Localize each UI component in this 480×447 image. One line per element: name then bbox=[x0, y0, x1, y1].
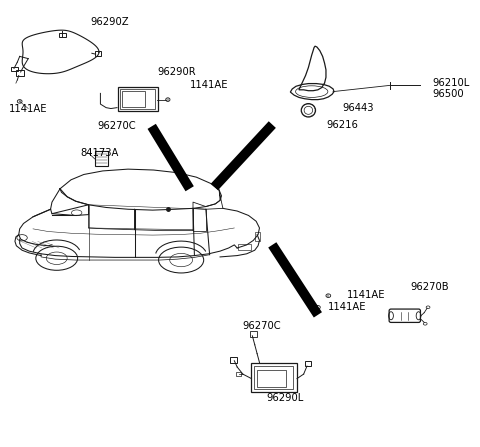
Text: 96216: 96216 bbox=[326, 120, 358, 130]
Text: 1141AE: 1141AE bbox=[9, 104, 48, 114]
Text: 84173A: 84173A bbox=[81, 148, 119, 158]
Bar bbox=[238, 244, 252, 250]
Text: 96270C: 96270C bbox=[98, 121, 136, 131]
Bar bbox=[229, 357, 237, 363]
Text: 96270B: 96270B bbox=[410, 282, 449, 292]
Text: 96500: 96500 bbox=[433, 89, 465, 99]
Bar bbox=[252, 363, 297, 392]
Bar bbox=[255, 232, 261, 241]
Text: 96290R: 96290R bbox=[157, 67, 196, 77]
Text: 1141AE: 1141AE bbox=[328, 302, 367, 312]
Bar bbox=[11, 67, 18, 71]
Bar bbox=[120, 89, 155, 109]
Bar bbox=[250, 331, 257, 337]
Text: 96290Z: 96290Z bbox=[91, 17, 129, 27]
Text: 1141AE: 1141AE bbox=[347, 290, 385, 300]
Bar bbox=[95, 51, 101, 56]
Bar bbox=[257, 370, 286, 387]
Bar bbox=[16, 70, 24, 76]
Bar bbox=[254, 366, 293, 389]
Bar bbox=[236, 372, 241, 376]
Bar bbox=[122, 91, 145, 107]
Text: 96270C: 96270C bbox=[243, 321, 281, 331]
Bar bbox=[95, 151, 108, 166]
Text: 96443: 96443 bbox=[343, 103, 374, 113]
Text: 96290L: 96290L bbox=[266, 393, 303, 403]
Text: 96210L: 96210L bbox=[433, 78, 470, 88]
Bar bbox=[305, 361, 311, 366]
Bar bbox=[59, 33, 66, 37]
Text: 1141AE: 1141AE bbox=[191, 80, 229, 90]
